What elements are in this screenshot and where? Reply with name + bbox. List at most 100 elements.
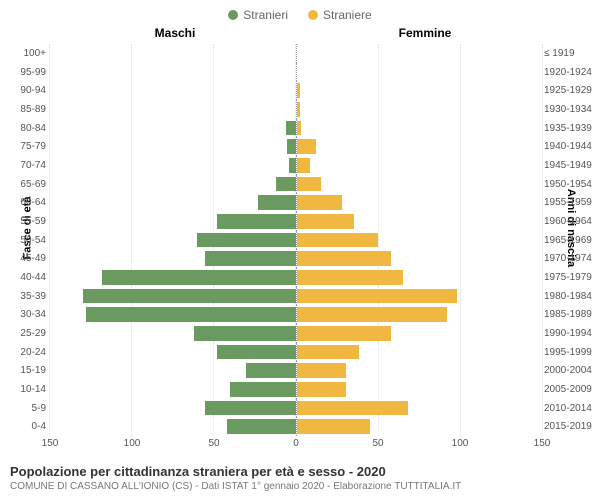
female-bar-wrap xyxy=(296,156,543,175)
legend-female-label: Straniere xyxy=(323,8,372,22)
male-swatch xyxy=(228,10,238,20)
female-bar-wrap xyxy=(296,380,543,399)
pyramid-row: 35-391980-1984 xyxy=(50,287,542,306)
year-label: 2010-2014 xyxy=(544,403,600,414)
male-bar-wrap xyxy=(50,212,296,231)
male-bar-wrap xyxy=(50,63,296,82)
male-bar-wrap xyxy=(50,137,296,156)
column-headers: Maschi Femmine xyxy=(0,26,600,40)
female-bar xyxy=(297,307,448,322)
year-label: 1980-1984 xyxy=(544,291,600,302)
male-bar xyxy=(102,270,295,285)
male-bar-wrap xyxy=(50,417,296,436)
female-bar xyxy=(297,326,392,341)
pyramid-row: 5-92010-2014 xyxy=(50,399,542,418)
male-bar-wrap xyxy=(50,380,296,399)
age-label: 70-74 xyxy=(2,160,46,171)
age-label: 95-99 xyxy=(2,67,46,78)
legend-female: Straniere xyxy=(308,8,372,22)
pyramid-row: 15-192000-2004 xyxy=(50,361,542,380)
year-label: 1950-1954 xyxy=(544,179,600,190)
footer: Popolazione per cittadinanza straniera p… xyxy=(0,458,600,500)
year-label: 1965-1969 xyxy=(544,235,600,246)
female-bar xyxy=(297,345,359,360)
male-bar xyxy=(205,401,295,416)
year-label: 1940-1944 xyxy=(544,141,600,152)
female-bar-wrap xyxy=(296,287,543,306)
age-label: 100+ xyxy=(2,48,46,59)
pyramid-row: 75-791940-1944 xyxy=(50,137,542,156)
male-bar-wrap xyxy=(50,175,296,194)
male-bar-wrap xyxy=(50,361,296,380)
age-label: 35-39 xyxy=(2,291,46,302)
female-bar xyxy=(297,83,300,98)
pyramid-row: 20-241995-1999 xyxy=(50,343,542,362)
male-bar-wrap xyxy=(50,343,296,362)
legend: Stranieri Straniere xyxy=(0,0,600,26)
pyramid-row: 50-541965-1969 xyxy=(50,231,542,250)
x-tick: 100 xyxy=(124,438,141,449)
age-label: 50-54 xyxy=(2,235,46,246)
female-bar-wrap xyxy=(296,137,543,156)
female-bar-wrap xyxy=(296,249,543,268)
rows-container: 100+≤ 191995-991920-192490-941925-192985… xyxy=(50,44,542,436)
year-label: 2005-2009 xyxy=(544,384,600,395)
age-label: 15-19 xyxy=(2,365,46,376)
female-bar xyxy=(297,139,317,154)
male-bar-wrap xyxy=(50,268,296,287)
male-bar-wrap xyxy=(50,231,296,250)
male-bar xyxy=(86,307,295,322)
header-male: Maschi xyxy=(50,26,300,40)
pyramid-row: 10-142005-2009 xyxy=(50,380,542,399)
chart-area: Maschi Femmine Fasce di età Anni di nasc… xyxy=(0,26,600,458)
age-label: 75-79 xyxy=(2,141,46,152)
age-label: 55-59 xyxy=(2,216,46,227)
female-bar-wrap xyxy=(296,305,543,324)
age-label: 30-34 xyxy=(2,309,46,320)
male-bar xyxy=(194,326,295,341)
female-bar xyxy=(297,214,354,229)
female-bar xyxy=(297,251,392,266)
age-label: 85-89 xyxy=(2,104,46,115)
male-bar xyxy=(205,251,295,266)
x-tick: 100 xyxy=(452,438,469,449)
female-bar-wrap xyxy=(296,212,543,231)
female-bar xyxy=(297,233,379,248)
age-label: 5-9 xyxy=(2,403,46,414)
female-swatch xyxy=(308,10,318,20)
age-label: 45-49 xyxy=(2,253,46,264)
female-bar-wrap xyxy=(296,44,543,63)
male-bar-wrap xyxy=(50,324,296,343)
age-label: 60-64 xyxy=(2,197,46,208)
legend-male: Stranieri xyxy=(228,8,288,22)
chart-subtitle: COMUNE DI CASSANO ALL'IONIO (CS) - Dati … xyxy=(10,481,590,492)
male-bar-wrap xyxy=(50,44,296,63)
year-label: 1935-1939 xyxy=(544,123,600,134)
age-label: 40-44 xyxy=(2,272,46,283)
female-bar xyxy=(297,419,371,434)
pyramid-row: 25-291990-1994 xyxy=(50,324,542,343)
year-label: 1930-1934 xyxy=(544,104,600,115)
female-bar-wrap xyxy=(296,81,543,100)
year-label: 1985-1989 xyxy=(544,309,600,320)
pyramid-row: 85-891930-1934 xyxy=(50,100,542,119)
female-bar xyxy=(297,121,302,136)
male-bar xyxy=(83,289,296,304)
female-bar xyxy=(297,270,403,285)
female-bar xyxy=(297,158,310,173)
female-bar xyxy=(297,102,300,117)
female-bar-wrap xyxy=(296,193,543,212)
x-tick: 150 xyxy=(534,438,551,449)
year-label: 1970-1974 xyxy=(544,253,600,264)
male-bar-wrap xyxy=(50,81,296,100)
pyramid-row: 30-341985-1989 xyxy=(50,305,542,324)
x-tick: 50 xyxy=(372,438,383,449)
year-label: 1945-1949 xyxy=(544,160,600,171)
pyramid-row: 60-641955-1959 xyxy=(50,193,542,212)
year-label: 1925-1929 xyxy=(544,85,600,96)
year-label: 2015-2019 xyxy=(544,421,600,432)
female-bar-wrap xyxy=(296,361,543,380)
male-bar-wrap xyxy=(50,287,296,306)
male-bar-wrap xyxy=(50,249,296,268)
age-label: 90-94 xyxy=(2,85,46,96)
